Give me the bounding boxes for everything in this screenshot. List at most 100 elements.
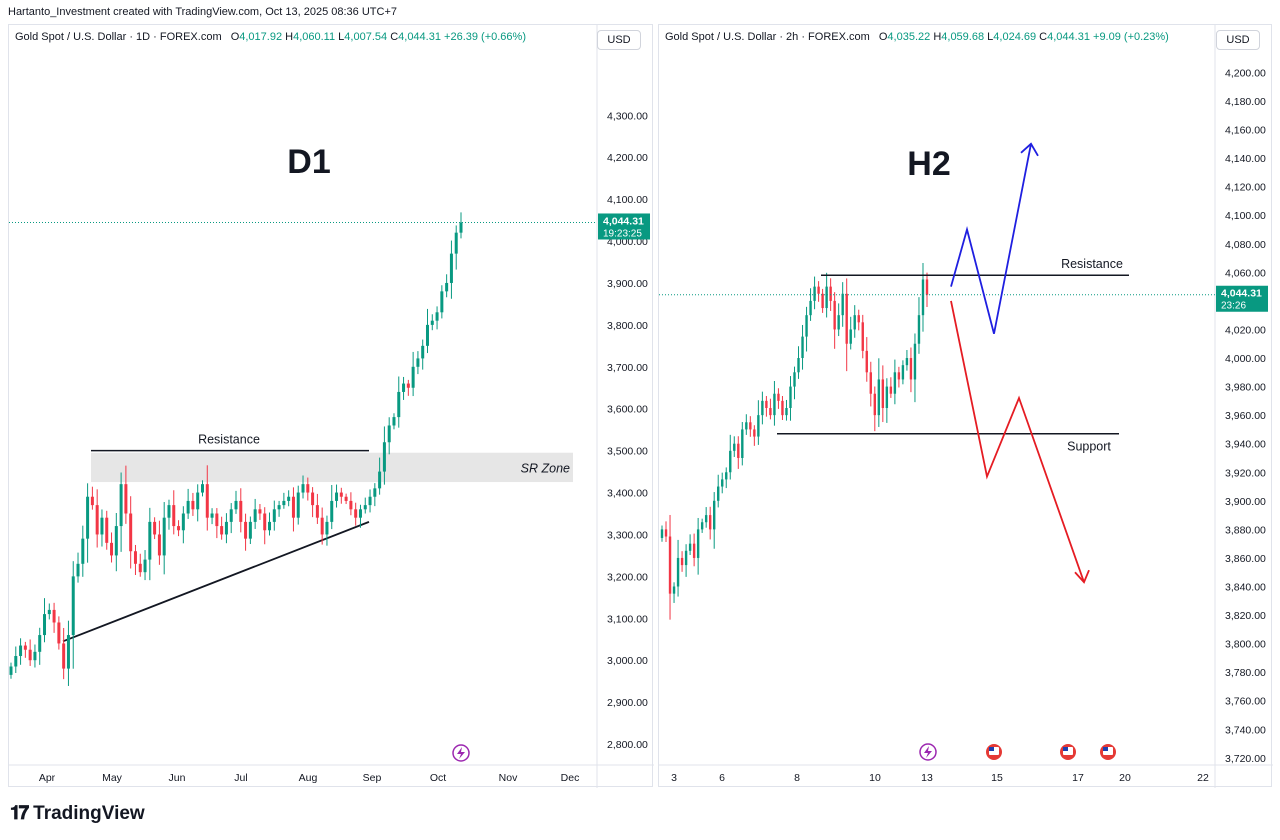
candle-body — [90, 496, 94, 506]
candle-body — [664, 529, 668, 537]
y-tick-label: 3,840.00 — [1225, 582, 1266, 594]
currency-button[interactable]: USD — [597, 30, 641, 50]
candle-body — [339, 492, 343, 497]
candle-body — [849, 329, 852, 344]
candle-body — [186, 500, 190, 514]
candle-body — [358, 509, 362, 518]
candle-body — [897, 372, 901, 380]
candle-body — [330, 500, 334, 522]
candle-body — [248, 521, 252, 539]
candle-body — [881, 379, 885, 408]
lightning-event-icon-glyph — [924, 746, 932, 758]
candle-body — [382, 442, 386, 472]
candle-body — [861, 322, 864, 351]
candle-body — [721, 479, 724, 487]
x-tick-label: 17 — [1072, 772, 1084, 784]
tradingview-brand[interactable]: 𝟏𝟕 TradingView — [10, 803, 145, 825]
x-tick-label: Nov — [499, 772, 518, 784]
candle-body — [181, 513, 185, 531]
candle-body — [821, 293, 824, 309]
candle-body — [725, 472, 728, 480]
us-flag-event-icon-canton — [1103, 747, 1108, 751]
candle-body — [81, 538, 85, 564]
candle-body — [210, 513, 214, 518]
candle-body — [729, 450, 732, 473]
candle-body — [200, 484, 204, 493]
candle-body — [745, 422, 748, 430]
y-tick-label: 4,140.00 — [1225, 153, 1266, 165]
y-tick-label: 4,120.00 — [1225, 182, 1266, 194]
candle-body — [773, 393, 776, 416]
candle-body — [841, 293, 844, 316]
candle-body — [817, 286, 820, 294]
candle-body — [23, 645, 27, 650]
candle-body — [704, 515, 708, 523]
candle-body — [373, 488, 377, 497]
candle-body — [889, 386, 893, 394]
y-tick-label: 3,400.00 — [607, 488, 648, 500]
candle-body — [76, 563, 80, 577]
chart-d1-svg[interactable]: 2,800.00 2,900.00 3,000.00 3,100.00 3,200.00… — [9, 25, 654, 788]
y-tick-label: 3,600.00 — [607, 404, 648, 416]
price-tag-bg — [1216, 285, 1268, 312]
candle-body — [191, 500, 195, 510]
bullish-scenario-path — [950, 143, 1032, 334]
candle-body — [320, 517, 324, 535]
candle-body — [917, 315, 921, 344]
candle-body — [47, 609, 51, 615]
candle-body — [805, 315, 808, 337]
candle-body — [700, 522, 704, 530]
candle-body — [100, 517, 104, 535]
candle-body — [263, 513, 267, 531]
bullish-arrow-head — [1020, 142, 1039, 157]
y-tick-label: 4,180.00 — [1225, 96, 1266, 108]
candle-body — [837, 315, 840, 330]
candle-body — [143, 559, 147, 573]
candle-body — [110, 542, 114, 556]
candle-body — [440, 291, 444, 313]
y-tick-label: 3,880.00 — [1225, 524, 1266, 536]
candle-body — [349, 500, 353, 510]
candle-body — [33, 651, 37, 661]
y-tick-label: 3,820.00 — [1225, 610, 1266, 622]
candle-body — [220, 526, 224, 535]
x-tick-label: 13 — [921, 772, 933, 784]
y-tick-label: 3,800.00 — [1225, 639, 1266, 651]
candle-body — [43, 614, 47, 636]
currency-button[interactable]: USD — [1216, 30, 1260, 50]
candle-body — [660, 529, 664, 538]
x-tick-label: 3 — [671, 772, 677, 784]
candle-body — [676, 557, 680, 587]
candle-body — [397, 391, 401, 418]
bearish-arrow-head — [1074, 569, 1090, 584]
candle-body — [253, 509, 257, 522]
candle-body — [925, 279, 929, 295]
chart-panel-d1[interactable]: 2,800.00 2,900.00 3,000.00 3,100.00 3,200.00… — [8, 24, 654, 788]
candle-body — [885, 386, 889, 408]
candle-body — [909, 358, 913, 380]
candle-body — [781, 400, 784, 416]
candle-body — [124, 484, 128, 514]
candle-body — [865, 350, 868, 373]
candle-body — [133, 551, 137, 564]
y-tick-label: 4,100.00 — [607, 194, 648, 206]
chart-panel-h2[interactable]: 3,720.00 3,740.00 3,760.00 3,780.00 3,800.00… — [658, 24, 1273, 788]
candle-body — [737, 443, 740, 458]
candle-body — [853, 315, 856, 330]
candle-body — [234, 500, 238, 510]
bearish-scenario-path — [950, 300, 1085, 583]
candle-body — [913, 343, 917, 380]
tradingview-logo-icon: 𝟏𝟕 — [10, 803, 29, 824]
x-tick-label: Oct — [430, 772, 446, 784]
sr-zone — [91, 452, 573, 483]
y-tick-label: 4,020.00 — [1225, 324, 1266, 336]
resistance-label: Resistance — [1061, 257, 1123, 271]
y-tick-label: 3,860.00 — [1225, 553, 1266, 565]
chart-h2-svg[interactable]: 3,720.00 3,740.00 3,760.00 3,780.00 3,800.00… — [659, 25, 1273, 788]
candle-body — [402, 383, 406, 392]
candle-body — [325, 521, 329, 535]
candle-body — [62, 643, 66, 669]
x-tick-label: May — [102, 772, 123, 784]
candle-body — [901, 365, 905, 380]
candle-body — [857, 315, 860, 323]
